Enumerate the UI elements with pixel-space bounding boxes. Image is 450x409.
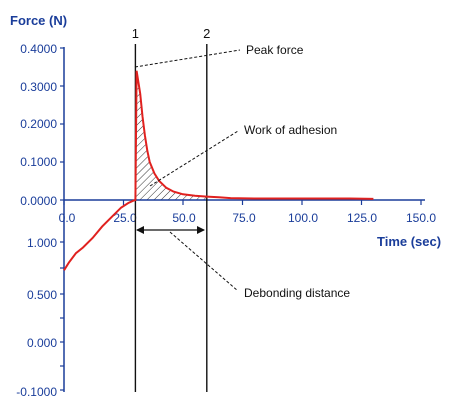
- x-axis-title: Time (sec): [377, 234, 441, 249]
- work-of-adhesion-area: [135, 70, 207, 200]
- x-tick-marks: [63, 200, 422, 205]
- marker-label-2: 2: [203, 26, 210, 41]
- y-axis-title: Force (N): [10, 13, 67, 28]
- debonding-distance-leader: [169, 231, 239, 292]
- x-tick-label: 50.0: [172, 211, 196, 225]
- force-curve: [63, 70, 374, 271]
- x-tick-label: 0.0: [59, 211, 76, 225]
- y-tick-label: 0.4000: [20, 42, 57, 56]
- y-tick-label: 0.1000: [20, 155, 57, 169]
- y-tick-label: -0.1000: [16, 385, 57, 399]
- x-tick-label: 150.0: [406, 211, 436, 225]
- peak-force-label: Peak force: [246, 43, 304, 57]
- x-tick-label: 125.0: [347, 211, 377, 225]
- work-of-adhesion-label: Work of adhesion: [244, 123, 337, 137]
- y-tick-label: 0.000: [27, 336, 57, 350]
- y-tick-label: 0.0000: [20, 194, 57, 208]
- marker-label-1: 1: [132, 26, 139, 41]
- x-tick-label: 100.0: [288, 211, 318, 225]
- work-of-adhesion-leader: [149, 130, 239, 187]
- x-tick-label: 75.0: [232, 211, 256, 225]
- x-tick-label: 25.0: [113, 211, 137, 225]
- y-tick-label: 0.3000: [20, 80, 57, 94]
- y-tick-label: 1.000: [27, 236, 57, 250]
- peak-force-leader: [134, 49, 241, 68]
- y-tick-label: 0.2000: [20, 117, 57, 131]
- y-tick-marks: [60, 47, 64, 391]
- debonding-distance-label: Debonding distance: [244, 286, 350, 300]
- y-tick-label: 0.500: [27, 288, 57, 302]
